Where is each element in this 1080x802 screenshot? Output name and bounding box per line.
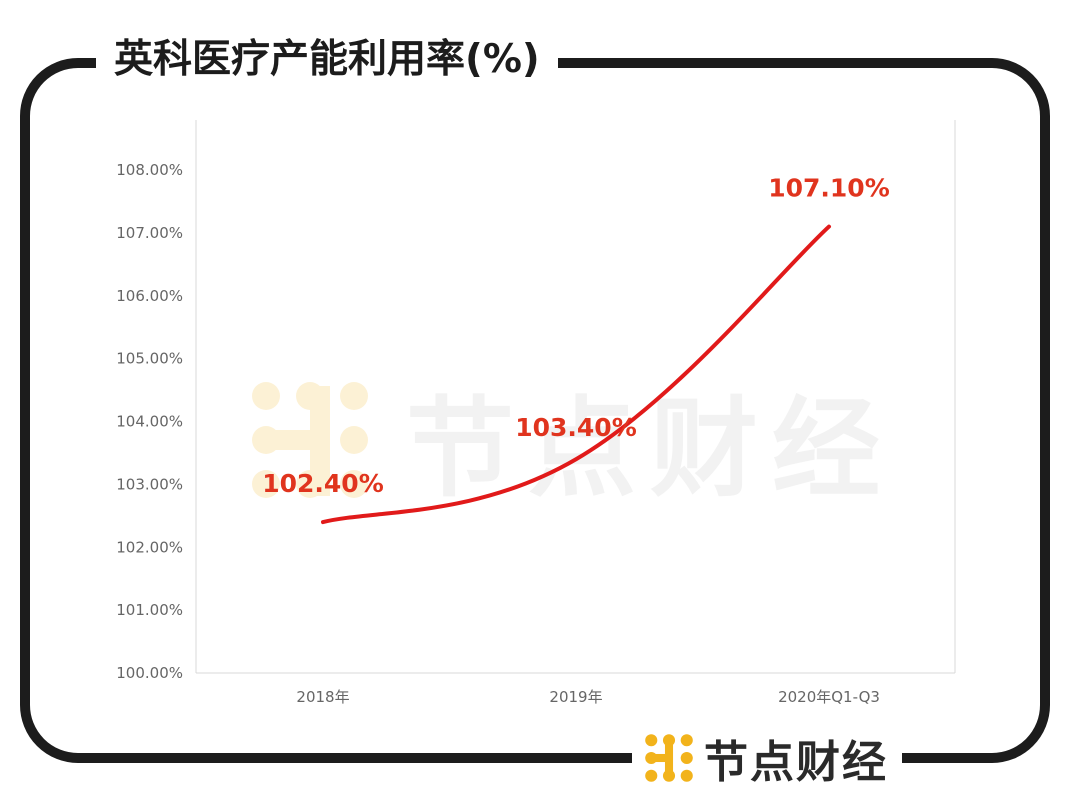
y-tick-label: 106.00%: [116, 287, 183, 305]
x-tick-label: 2018年: [296, 688, 349, 706]
chart-title: 英科医疗产能利用率(%): [96, 30, 558, 90]
data-label: 107.10%: [768, 174, 890, 203]
y-tick-label: 105.00%: [116, 350, 183, 368]
y-tick-label: 103.00%: [116, 475, 183, 493]
data-label: 103.40%: [515, 413, 637, 442]
brand-text: 节点财经: [704, 737, 888, 788]
y-tick-label: 107.00%: [116, 224, 183, 242]
y-tick-label: 108.00%: [116, 161, 183, 179]
series-line: [321, 224, 831, 525]
data-label: 102.40%: [262, 469, 384, 498]
y-tick-label: 104.00%: [116, 413, 183, 431]
watermark-logo-icon: [252, 382, 368, 498]
x-tick-label: 2019年: [549, 688, 602, 706]
brand: 节点财经: [632, 726, 902, 790]
y-tick-label: 101.00%: [116, 601, 183, 619]
y-tick-label: 100.00%: [116, 664, 183, 682]
brand-logo-icon: [645, 734, 693, 782]
x-tick-label: 2020年Q1-Q3: [778, 688, 880, 706]
watermark-text: 节点财经: [406, 387, 895, 512]
y-tick-label: 102.00%: [116, 538, 183, 556]
watermark: 节点财经: [248, 362, 894, 518]
